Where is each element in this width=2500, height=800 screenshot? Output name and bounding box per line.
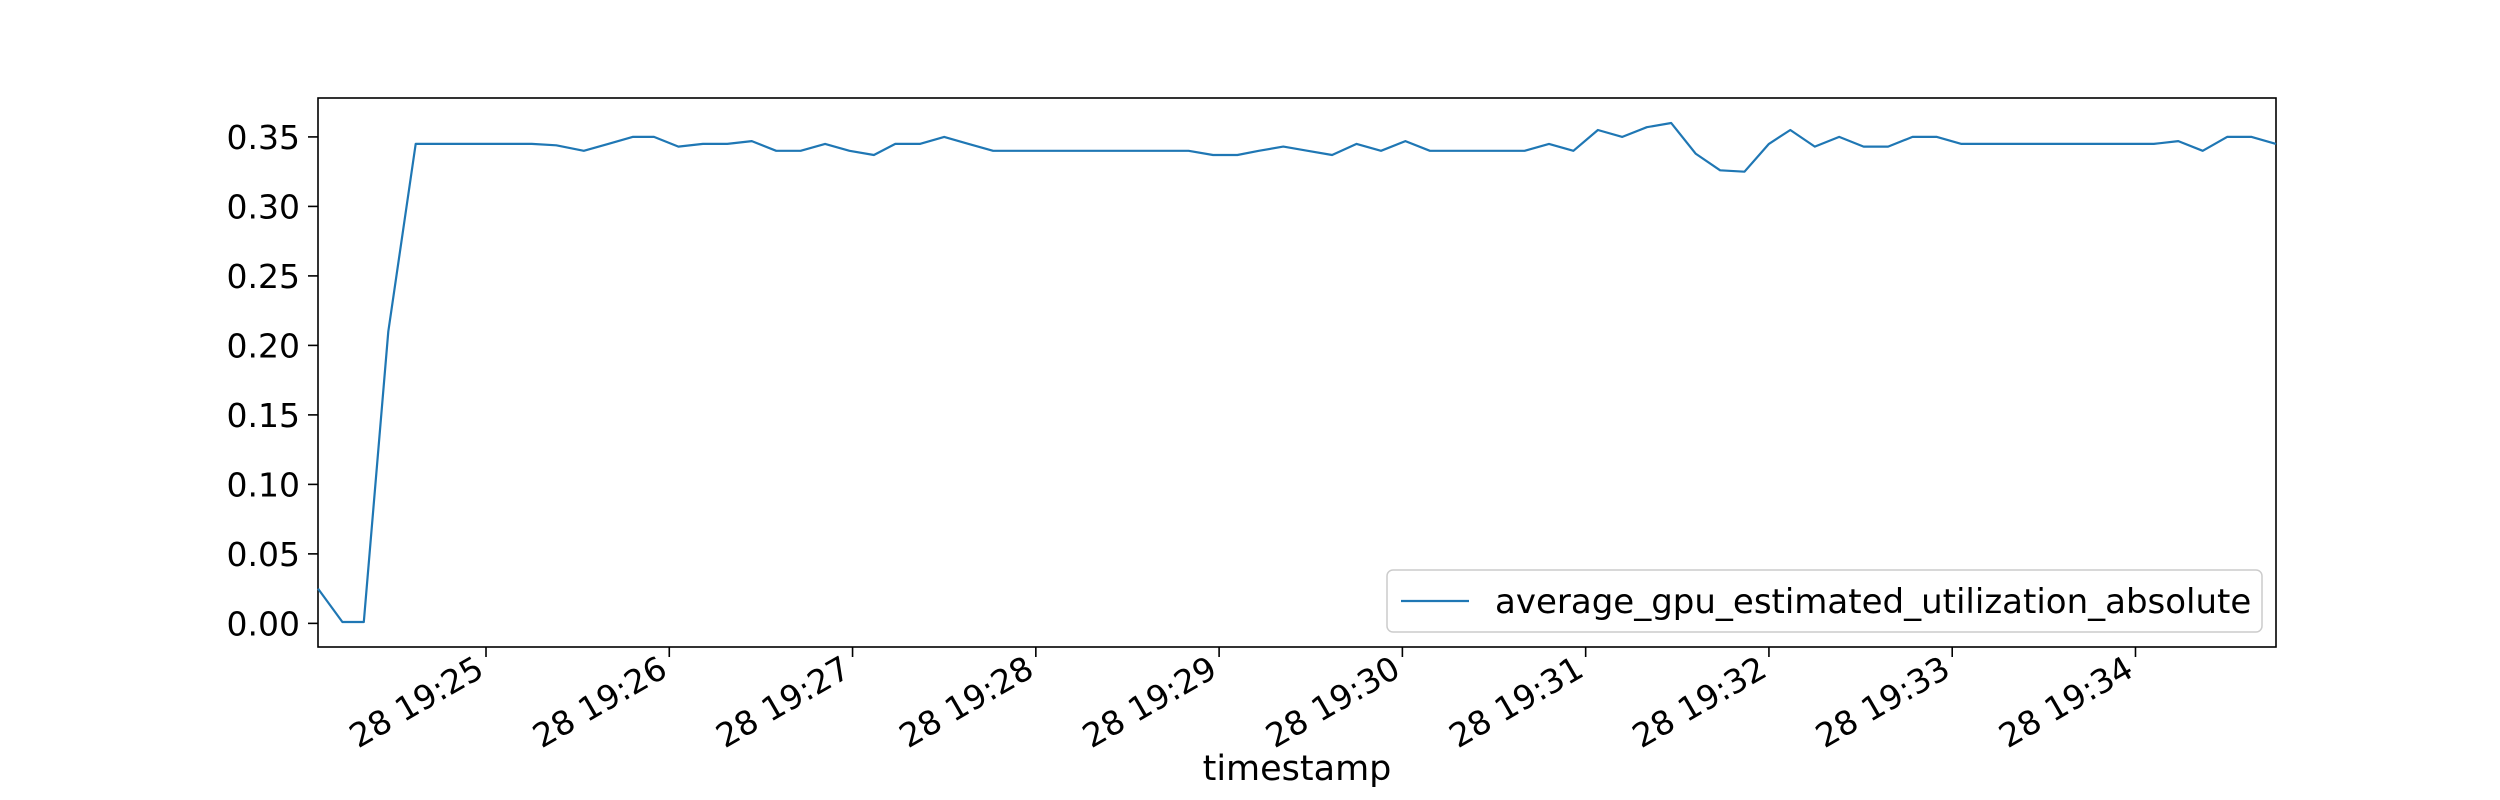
plot-frame: [317, 97, 2277, 648]
x-tick-label: 28 19:33: [1809, 648, 1956, 756]
x-tick-label: 28 19:34: [1992, 648, 2139, 756]
legend: average_gpu_estimated_utilization_absolu…: [1386, 569, 2263, 633]
x-tick-label: 28 19:28: [893, 648, 1040, 756]
y-tick-label: 0.00: [227, 604, 300, 643]
legend-label: average_gpu_estimated_utilization_absolu…: [1495, 582, 2251, 622]
y-tick-label: 0.35: [227, 118, 300, 157]
y-tick-label: 0.05: [227, 535, 300, 574]
x-axis-title: timestamp: [1203, 749, 1392, 789]
x-tick-label: 28 19:26: [526, 648, 673, 756]
series-layer: [317, 121, 2277, 624]
series-line: [317, 121, 2277, 624]
y-tick-label: 0.30: [227, 187, 300, 226]
x-tick-label: 28 19:30: [1259, 648, 1406, 756]
x-tick-label: 28 19:32: [1626, 648, 1773, 756]
y-axis: 0.00 0.05 0.10 0.15 0.20 0.25 0.30 0.35: [227, 118, 318, 643]
y-tick-label: 0.15: [227, 396, 300, 435]
x-tick-label: 28 19:27: [709, 648, 856, 756]
plot-area: [317, 97, 2277, 648]
y-tick-label: 0.25: [227, 257, 300, 296]
y-tick-label: 0.20: [227, 326, 300, 365]
x-axis: 28 19:25 28 19:26 28 19:27 28 19:28 28 19:29…: [343, 647, 2139, 756]
legend-box: [1386, 569, 2263, 633]
x-tick-label: 28 19:25: [343, 648, 490, 756]
x-tick-label: 28 19:31: [1442, 648, 1589, 756]
y-tick-label: 0.10: [227, 465, 300, 504]
x-tick-label: 28 19:29: [1076, 648, 1223, 756]
